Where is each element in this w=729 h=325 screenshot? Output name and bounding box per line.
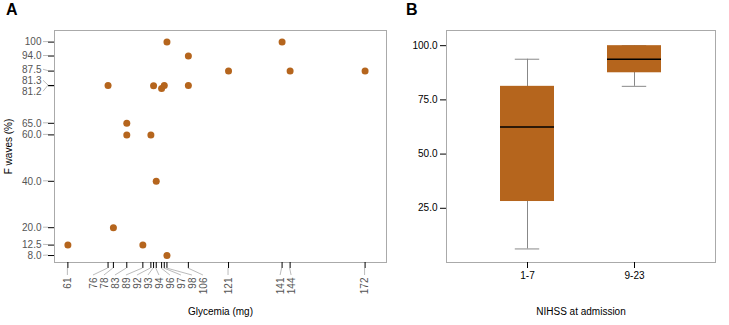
svg-text:89: 89 <box>121 277 132 289</box>
svg-text:97: 97 <box>176 277 187 289</box>
svg-text:8.0: 8.0 <box>28 250 42 261</box>
svg-text:93: 93 <box>143 277 154 289</box>
html-text:A: A <box>6 1 18 18</box>
svg-text:40.0: 40.0 <box>22 176 42 187</box>
svg-text:81.3: 81.3 <box>22 75 42 86</box>
svg-text:76: 76 <box>88 277 99 289</box>
svg-text:12.5: 12.5 <box>22 239 42 250</box>
svg-text:100.0: 100.0 <box>412 40 437 51</box>
svg-text:100: 100 <box>25 36 42 47</box>
svg-text:60.0: 60.0 <box>22 129 42 140</box>
svg-text:NIHSS at admission: NIHSS at admission <box>536 306 625 317</box>
svg-text:141: 141 <box>275 277 286 294</box>
svg-text:F waves (%): F waves (%) <box>3 119 14 175</box>
svg-text:121: 121 <box>223 277 234 294</box>
svg-text:50.0: 50.0 <box>418 148 438 159</box>
svg-text:25.0: 25.0 <box>418 202 438 213</box>
svg-text:144: 144 <box>286 277 297 294</box>
svg-text:94.0: 94.0 <box>22 50 42 61</box>
svg-text:83: 83 <box>110 277 121 289</box>
svg-text:75.0: 75.0 <box>418 94 438 105</box>
svg-text:61: 61 <box>62 277 73 289</box>
svg-text:1-7: 1-7 <box>520 270 535 281</box>
html-text:B: B <box>406 1 418 18</box>
svg-text:106: 106 <box>198 277 209 294</box>
svg-text:78: 78 <box>99 277 110 289</box>
svg-text:92: 92 <box>132 277 143 289</box>
svg-text:Glycemia (mg): Glycemia (mg) <box>188 306 253 317</box>
svg-text:94: 94 <box>154 277 165 289</box>
svg-text:98: 98 <box>187 277 198 289</box>
svg-text:65.0: 65.0 <box>22 118 42 129</box>
svg-text:81.2: 81.2 <box>22 86 42 97</box>
svg-text:87.5: 87.5 <box>22 64 42 75</box>
svg-text:20.0: 20.0 <box>22 222 42 233</box>
svg-text:9-23: 9-23 <box>624 270 644 281</box>
svg-text:96: 96 <box>165 277 176 289</box>
svg-text:172: 172 <box>359 277 370 294</box>
